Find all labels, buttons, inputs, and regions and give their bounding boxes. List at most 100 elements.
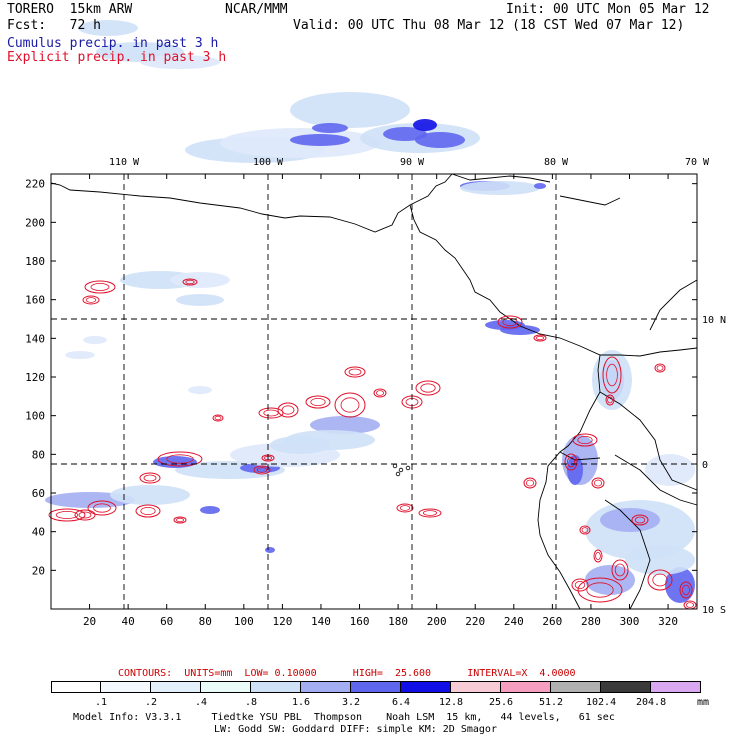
explicit-contour [634, 516, 646, 524]
explicit-contour [656, 365, 664, 371]
precip-cell [265, 547, 275, 553]
explicit-contour [399, 505, 411, 511]
precip-cell [585, 565, 635, 595]
y-tick-label: 200 [25, 216, 45, 229]
precip-cell [312, 123, 348, 133]
model-info-line2: LW: Godd SW: Goddard DIFF: simple KM: 2D… [214, 724, 497, 735]
longitude-label: 80 W [544, 157, 569, 168]
coastline [537, 354, 601, 610]
explicit-contour [74, 509, 96, 521]
x-tick-label: 200 [427, 615, 447, 628]
explicit-contour [277, 402, 299, 418]
explicit-contour [85, 297, 97, 303]
coastline [409, 204, 698, 357]
legend-swatch [601, 681, 651, 693]
precip-cell [176, 294, 224, 306]
explicit-contour [422, 510, 437, 516]
contour-info: CONTOURS: UNITS=mm LOW= 0.10000 HIGH= 25… [118, 668, 576, 679]
explicit-contour [602, 356, 622, 394]
legend-swatch [101, 681, 151, 693]
explicit-contour [157, 451, 203, 467]
explicit-contour [415, 380, 441, 396]
legend-swatch [251, 681, 301, 693]
explicit-contour [263, 409, 279, 417]
legend-label: 102.4 [586, 697, 617, 708]
valid-time: Valid: 00 UTC Thu 08 Mar 12 (18 CST Wed … [293, 18, 685, 33]
precip-cell [460, 181, 540, 195]
precip-cell [65, 351, 95, 359]
explicit-contour [375, 390, 384, 396]
legend-label: .1 [95, 697, 108, 708]
explicit-contour [175, 517, 184, 523]
legend-label: 12.8 [439, 697, 464, 708]
explicit-contour [577, 577, 623, 603]
legend-label: .2 [145, 697, 158, 708]
explicit-contour [258, 407, 284, 419]
legend-swatch [651, 681, 701, 693]
latitude-label: 10 N [702, 315, 726, 326]
coastline [649, 279, 698, 331]
coastline [559, 451, 601, 461]
explicit-contour [139, 472, 161, 484]
explicit-contour [87, 500, 117, 516]
island [392, 463, 398, 469]
explicit-contour [212, 414, 224, 422]
explicit-contour [305, 395, 331, 409]
explicit-contour [173, 516, 187, 524]
legend-swatch [551, 681, 601, 693]
legend-unit: mm [697, 697, 710, 708]
y-tick-label: 20 [32, 564, 45, 577]
y-tick-label: 220 [25, 178, 45, 191]
explicit-contour [647, 569, 673, 591]
coastline [50, 173, 453, 233]
legend-swatch [151, 681, 201, 693]
explicit-contour [348, 368, 362, 376]
explicit-contour [373, 388, 387, 398]
longitude-label: 90 W [400, 157, 425, 168]
explicit-contour [420, 383, 436, 393]
y-tick-label: 60 [32, 487, 45, 500]
x-tick-label: 260 [542, 615, 562, 628]
org-label: NCAR/MMM [225, 2, 288, 17]
explicit-contour [340, 397, 360, 413]
model-title: TORERO 15km ARW [7, 2, 133, 17]
coastline [614, 454, 698, 506]
precip-cell [200, 506, 220, 514]
explicit-contour [256, 467, 268, 473]
x-tick-label: 280 [581, 615, 601, 628]
explicit-contour [564, 453, 578, 471]
precip-cell [78, 20, 138, 36]
precip-cell [310, 416, 380, 434]
explicit-contour [84, 280, 116, 294]
explicit-contour [526, 479, 535, 487]
longitude-label: 100 W [253, 157, 284, 168]
legend-swatch [401, 681, 451, 693]
x-tick-label: 180 [388, 615, 408, 628]
explicit-contour [652, 573, 668, 587]
legend-label: 1.6 [292, 697, 311, 708]
x-tick-label: 300 [620, 615, 640, 628]
precip-cell [383, 127, 427, 141]
latitude-label: 0 [702, 460, 708, 471]
explicit-contour [396, 503, 414, 513]
precip-cell [83, 336, 107, 344]
precip-cell [625, 545, 695, 575]
y-tick-label: 80 [32, 448, 45, 461]
explicit-contour [281, 405, 295, 415]
precip-cell [415, 132, 465, 148]
explicit-contour [686, 602, 695, 608]
explicit-contour [591, 477, 605, 489]
legend-swatch [51, 681, 101, 693]
precip-cell [665, 567, 695, 603]
explicit-contour [214, 415, 222, 421]
explicit-contour [135, 504, 161, 518]
longitude-label: 110 W [109, 157, 140, 168]
explicit-contour [344, 366, 366, 378]
x-tick-label: 80 [199, 615, 212, 628]
explicit-contour [654, 363, 666, 373]
legend-label: 6.4 [392, 697, 411, 708]
legend-label: .4 [195, 697, 208, 708]
explicit-contour [611, 559, 629, 581]
explicit-contour [631, 514, 649, 526]
